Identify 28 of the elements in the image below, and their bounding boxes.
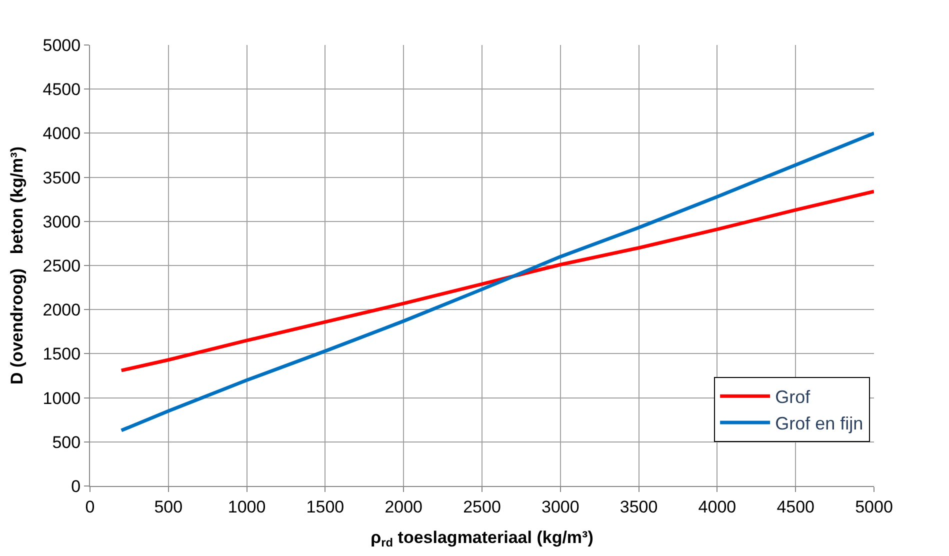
y-axis-title: D (ovendroog) beton (kg/m³) xyxy=(7,146,26,384)
x-tick-label: 5000 xyxy=(855,497,893,516)
x-tick-label: 4000 xyxy=(698,497,736,516)
x-tick-label: 4500 xyxy=(776,497,815,516)
legend-label: Grof xyxy=(775,387,812,408)
x-tick-label: 3500 xyxy=(620,497,658,516)
x-axis-title: ρ$_{rd}$ toeslagmateriaal (kg/m³) xyxy=(370,528,594,550)
y-tick-label: 0 xyxy=(71,476,81,496)
line-series xyxy=(120,131,874,432)
y-tick-label: 1500 xyxy=(42,344,81,364)
x-tick-label: 0 xyxy=(85,497,95,516)
y-tick-label: 4000 xyxy=(42,124,81,144)
y-tick-label: 500 xyxy=(52,432,81,452)
legend-label: Grof en fijn xyxy=(775,414,864,434)
y-tick-label: 2500 xyxy=(42,256,81,276)
line-series xyxy=(120,190,874,372)
y-tick-label: 4500 xyxy=(42,80,81,100)
y-tick-label: 2000 xyxy=(42,300,81,320)
y-tick-label: 3000 xyxy=(42,212,81,232)
x-tick-label: 2000 xyxy=(384,497,423,516)
x-tick-label: 1500 xyxy=(306,497,344,516)
y-tick-label: 1000 xyxy=(42,388,81,408)
x-tick-label: 3000 xyxy=(541,497,580,516)
y-tick-label: 3500 xyxy=(42,168,81,188)
x-tick-label: 1000 xyxy=(228,497,266,516)
x-tick-label: 2500 xyxy=(463,497,501,516)
y-tick-label: 5000 xyxy=(42,36,81,55)
x-tick-label: 500 xyxy=(154,497,183,516)
